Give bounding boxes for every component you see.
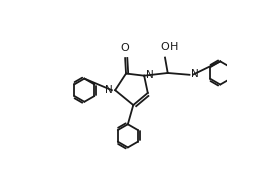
Text: O: O: [161, 42, 169, 52]
Text: O: O: [121, 43, 129, 53]
Text: N: N: [191, 69, 199, 79]
Text: H: H: [169, 42, 178, 52]
Text: N: N: [105, 85, 112, 95]
Text: N: N: [146, 70, 154, 80]
